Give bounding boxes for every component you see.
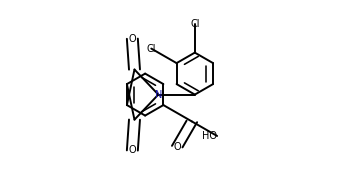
Text: O: O [173, 142, 181, 152]
Text: N: N [155, 90, 162, 100]
Text: HO: HO [202, 131, 217, 141]
Text: O: O [129, 145, 136, 155]
Text: Cl: Cl [147, 44, 156, 54]
Text: Cl: Cl [190, 19, 200, 29]
Text: O: O [129, 34, 136, 44]
